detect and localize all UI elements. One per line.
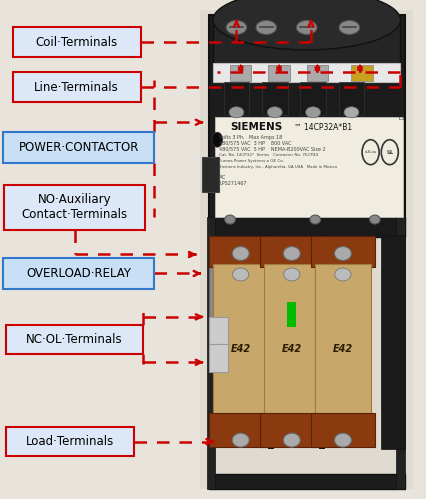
Bar [396,217,405,489]
Ellipse shape [225,215,235,224]
Bar [209,240,230,354]
Ellipse shape [232,247,249,260]
FancyBboxPatch shape [3,258,154,289]
Bar [202,157,219,192]
Bar [268,235,274,449]
Bar [230,65,251,81]
Ellipse shape [310,215,320,224]
Ellipse shape [369,215,380,224]
Bar [300,82,326,115]
Text: POWER·CONTACTOR: POWER·CONTACTOR [19,141,139,154]
Ellipse shape [305,107,320,118]
Text: UL: UL [386,150,393,155]
Bar [213,15,400,65]
Bar [209,317,228,344]
Ellipse shape [283,433,300,447]
FancyBboxPatch shape [13,72,141,102]
Ellipse shape [334,433,351,447]
Ellipse shape [334,247,351,260]
Text: 480/575 VAC  5 HP    NEMA-B200VAC Size 2: 480/575 VAC 5 HP NEMA-B200VAC Size 2 [219,147,326,152]
FancyBboxPatch shape [4,185,145,230]
Text: E42: E42 [333,344,353,354]
Text: Siemens Industry, Inc., Alpharetta, GA USA   Made in Mexico: Siemens Industry, Inc., Alpharetta, GA U… [219,165,337,169]
Text: Line·Terminals: Line·Terminals [35,81,119,94]
Bar [260,413,324,447]
Text: L3: L3 [398,116,405,121]
Ellipse shape [296,20,317,34]
Text: Cat. No. 14CP32*  Series   Contactor No. 76CP44: Cat. No. 14CP32* Series Contactor No. 76… [219,153,318,157]
Bar [224,82,249,115]
Text: LPS271467: LPS271467 [219,181,247,186]
Bar [213,63,400,82]
Bar [215,117,403,217]
Bar [209,236,273,267]
Bar [262,82,288,115]
Bar [209,15,405,225]
Bar [311,236,375,267]
Bar [207,217,215,489]
Bar [264,264,320,414]
Bar [351,65,373,81]
Bar [307,65,328,81]
Text: Coil·Terminals: Coil·Terminals [35,36,118,49]
Ellipse shape [232,433,249,447]
Bar [339,82,364,115]
Text: Furnas Power Systems a GE Co.: Furnas Power Systems a GE Co. [219,159,284,163]
Ellipse shape [256,20,276,34]
Ellipse shape [283,247,300,260]
Text: cULus: cULus [365,150,377,154]
Ellipse shape [344,107,359,118]
Text: E42: E42 [282,344,302,354]
Text: SIEMENS: SIEMENS [230,122,282,132]
Bar [287,302,296,327]
Ellipse shape [229,107,244,118]
Bar [209,344,228,372]
Bar [213,264,268,414]
Ellipse shape [284,268,300,281]
Ellipse shape [233,268,249,281]
Bar [311,413,375,447]
Ellipse shape [339,20,360,34]
Bar [260,236,324,267]
Ellipse shape [226,20,247,34]
Bar [209,413,273,447]
Text: Volts 3 Ph.   Max Amps 18: Volts 3 Ph. Max Amps 18 [219,135,282,140]
Bar [315,264,371,414]
Ellipse shape [335,268,351,281]
Text: 480/575 VAC  3 HP    800 VAC: 480/575 VAC 3 HP 800 VAC [219,141,292,146]
Ellipse shape [268,107,282,118]
FancyBboxPatch shape [13,27,141,57]
Bar [381,235,405,449]
FancyBboxPatch shape [6,325,143,354]
FancyBboxPatch shape [6,427,134,456]
Text: Load·Terminals: Load·Terminals [26,435,115,448]
Text: E42: E42 [230,344,251,354]
Bar [200,10,413,489]
Text: AC: AC [219,175,227,180]
Ellipse shape [213,0,400,50]
Bar [268,65,290,81]
Text: OVERLOAD·RELAY: OVERLOAD·RELAY [26,267,131,280]
Bar [209,217,405,237]
FancyBboxPatch shape [3,132,154,163]
Text: NO·Auxiliary
Contact·Terminals: NO·Auxiliary Contact·Terminals [21,193,128,221]
Text: NC·OL·Terminals: NC·OL·Terminals [26,333,123,346]
Bar [209,474,405,489]
Ellipse shape [212,132,222,147]
Bar [319,235,325,449]
Text: ™ 14CP32A*B1: ™ 14CP32A*B1 [294,123,352,132]
